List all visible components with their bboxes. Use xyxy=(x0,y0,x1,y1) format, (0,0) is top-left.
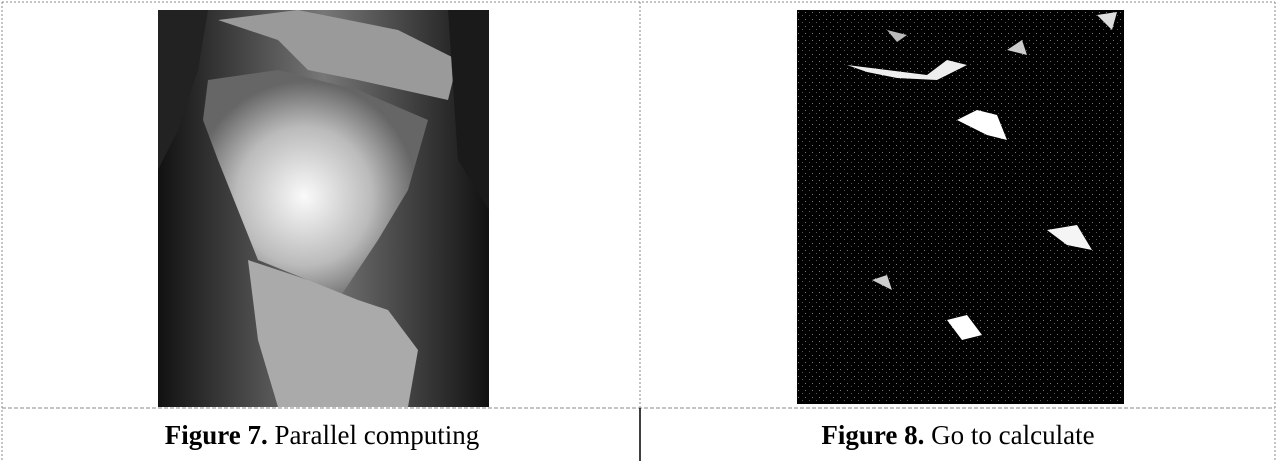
figure-caption: Go to calculate xyxy=(931,420,1094,450)
page: Figure 7. Parallel computing Figure 8. G… xyxy=(0,0,1277,461)
figure-8-caption: Figure 8. Go to calculate xyxy=(641,410,1275,460)
figure-caption: Parallel computing xyxy=(275,420,480,450)
figure-7-caption: Figure 7. Parallel computing xyxy=(4,410,640,460)
figure-8-image xyxy=(797,10,1124,404)
figure-7-image xyxy=(158,10,489,407)
figure-label: Figure 8. xyxy=(821,420,924,450)
figure-label: Figure 7. xyxy=(165,420,268,450)
